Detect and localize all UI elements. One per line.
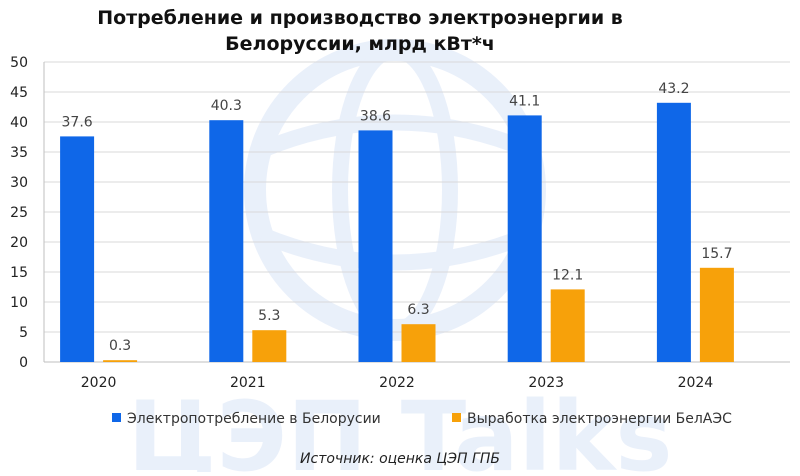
- bar-2020-series-1: [60, 136, 95, 362]
- y-tick-label: 0: [19, 355, 28, 371]
- bar-2022-series-2: [401, 324, 436, 362]
- y-tick-label: 25: [10, 205, 28, 221]
- bar-2023-series-2: [550, 289, 585, 362]
- bar-2022-series-1: [358, 130, 393, 362]
- data-label: 41.1: [509, 93, 540, 109]
- y-tick-label: 20: [10, 235, 28, 251]
- y-tick-label: 35: [10, 145, 28, 161]
- y-tick-label: 40: [10, 115, 28, 131]
- x-tick-label: 2022: [379, 375, 415, 391]
- source-note: Источник: оценка ЦЭП ГПБ: [300, 451, 500, 467]
- bar-2021-series-1: [209, 120, 244, 362]
- data-label: 38.6: [360, 108, 391, 124]
- bar-2024-series-2: [699, 267, 734, 362]
- y-tick-label: 5: [19, 325, 28, 341]
- y-tick-label: 50: [10, 55, 28, 71]
- data-label: 43.2: [658, 81, 689, 97]
- data-label: 15.7: [701, 246, 732, 262]
- chart-title-line-2: Белоруссии, млрд кВт*ч: [225, 33, 495, 55]
- data-labels: 37.6 0.3 40.3 5.3 38.6 6.3 41.1 12.1 43.2 15.7: [62, 81, 733, 354]
- data-label: 40.3: [211, 98, 242, 114]
- watermark: ЦЭП Talks: [127, 39, 673, 476]
- x-tick-label: 2023: [528, 375, 564, 391]
- data-label: 12.1: [552, 267, 583, 283]
- legend-swatch-belaes: [452, 413, 461, 422]
- bar-2020-series-2: [103, 360, 138, 362]
- legend-item-consumption: Электропотребление в Белорусии: [112, 411, 381, 431]
- x-tick-label: 2021: [230, 375, 266, 391]
- x-tick-label: 2024: [678, 375, 714, 391]
- x-tick-label: 2020: [81, 375, 117, 391]
- data-label: 0.3: [109, 338, 131, 354]
- y-tick-label: 45: [10, 85, 28, 101]
- legend-label-belaes: Выработка электроэнергии БелАЭС: [467, 411, 732, 427]
- bars: [60, 102, 734, 363]
- bar-2024-series-1: [656, 102, 691, 363]
- y-tick-label: 15: [10, 265, 28, 281]
- data-label: 6.3: [407, 302, 429, 318]
- legend-swatch-consumption: [112, 413, 121, 422]
- bar-2021-series-2: [252, 330, 287, 362]
- chart-title-line-1: Потребление и производство электроэнерги…: [97, 7, 623, 29]
- watermark-text: ЦЭП Talks: [127, 381, 672, 472]
- data-label: 5.3: [258, 308, 280, 324]
- axes: 0 5 10 15 20 25 30 35 40 45 50 2020 2021 2022 2023 2024: [10, 55, 790, 391]
- bar-2023-series-1: [507, 115, 542, 363]
- data-label: 37.6: [62, 114, 93, 130]
- legend-item-belaes: Выработка электроэнергии БелАЭС: [452, 411, 732, 431]
- legend-label-consumption: Электропотребление в Белорусии: [127, 411, 381, 427]
- y-tick-label: 10: [10, 295, 28, 311]
- y-tick-label: 30: [10, 175, 28, 191]
